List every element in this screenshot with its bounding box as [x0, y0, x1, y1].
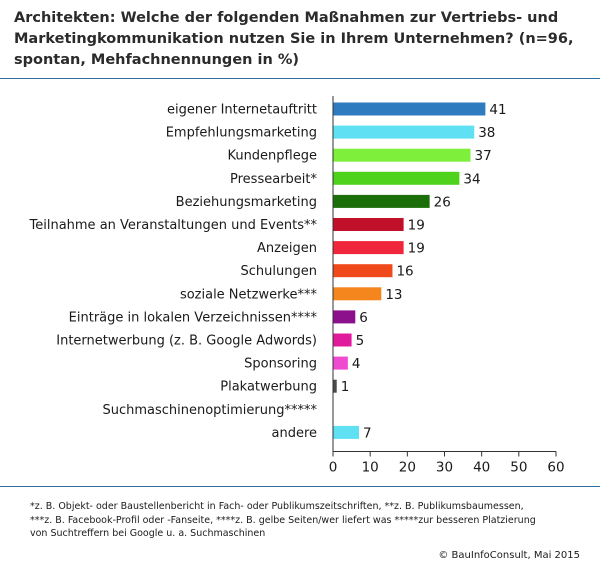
bar-row: Plakatwerbung 1 — [220, 379, 349, 395]
bar — [333, 218, 404, 231]
bar-row: Anzeigen 19 — [257, 241, 425, 257]
bar — [333, 241, 404, 255]
bar-row: Internetwerbung (z. B. Google Adwords) 5 — [56, 333, 364, 349]
value-label: 26 — [434, 194, 451, 210]
value-label: 6 — [359, 310, 368, 326]
category-label: Teilnahme an Veranstaltungen und Events*… — [29, 218, 318, 233]
footnote: *z. B. Objekt- oder Baustellenbericht in… — [30, 500, 580, 541]
x-tick-label: 10 — [362, 460, 379, 476]
footnote-line: von Suchtreffern bei Google u. a. Suchma… — [30, 528, 266, 539]
x-tick-label: 40 — [473, 460, 490, 476]
bar — [333, 125, 475, 139]
category-label: Internetwerbung (z. B. Google Adwords) — [56, 334, 317, 349]
bar-row: eigener Internetauftritt 41 — [167, 102, 507, 118]
value-label: 5 — [356, 333, 365, 349]
chart-title: Architekten: Welche der folgenden Maßnah… — [14, 10, 574, 68]
value-label: 19 — [408, 218, 425, 234]
footnote-line: ***z. B. Facebook-Profil oder -Fanseite,… — [30, 514, 536, 526]
bar-row: andere 7 — [271, 425, 371, 441]
bar-chart: eigener Internetauftritt 41 Empfehlungsmar… — [29, 96, 565, 476]
x-tick-label: 20 — [399, 460, 416, 476]
bar-row: Schulungen 16 — [241, 264, 414, 280]
category-label: Pressearbeit* — [230, 172, 317, 187]
bar — [333, 148, 471, 162]
category-label: soziale Netzwerke*** — [180, 287, 318, 302]
category-label: eigener Internetauftritt — [167, 103, 317, 118]
bar — [333, 102, 486, 116]
value-label: 13 — [385, 287, 402, 303]
x-axis: 0 10 20 30 40 50 60 — [329, 96, 565, 476]
top-divider — [0, 78, 600, 79]
bar-row: Pressearbeit* 34 — [230, 171, 481, 187]
bar — [333, 356, 348, 370]
category-label: Beziehungsmarketing — [176, 195, 317, 210]
category-label: Sponsoring — [244, 357, 317, 372]
bar — [333, 379, 337, 393]
value-label: 4 — [352, 356, 361, 372]
bar — [333, 194, 430, 208]
bars-layer: eigener Internetauftritt 41 Empfehlungsmar… — [29, 102, 507, 441]
value-label: 37 — [475, 148, 492, 164]
value-label: 41 — [489, 102, 506, 118]
footnote-line: *z. B. Objekt- oder Baustellenbericht in… — [30, 501, 524, 512]
x-tick-label: 0 — [329, 460, 338, 476]
category-label: Empfehlungsmarketing — [166, 126, 317, 141]
bar-row: Empfehlungsmarketing 38 — [166, 125, 496, 141]
bottom-divider — [0, 486, 600, 487]
category-label: Einträge in lokalen Verzeichnissen**** — [69, 310, 318, 325]
value-label: 16 — [396, 264, 413, 280]
x-tick-label: 50 — [510, 460, 527, 476]
bar — [333, 333, 352, 347]
value-label: 19 — [408, 241, 425, 257]
bar — [333, 425, 360, 439]
value-label: 7 — [363, 425, 372, 441]
category-label: Plakatwerbung — [220, 380, 317, 395]
bar-row: Sponsoring 4 — [244, 356, 360, 372]
value-label: 38 — [478, 125, 495, 141]
bar-row: soziale Netzwerke*** 13 — [180, 287, 403, 303]
bar — [333, 287, 382, 301]
category-label: Kundenpflege — [227, 149, 317, 164]
category-label: Anzeigen — [257, 241, 317, 256]
x-tick-label: 60 — [547, 460, 564, 476]
bar-row: Einträge in lokalen Verzeichnissen**** 6 — [69, 310, 368, 326]
category-label: andere — [271, 426, 317, 441]
value-label: 34 — [463, 171, 480, 187]
bar-row: Kundenpflege 37 — [227, 148, 491, 164]
bar-row: Suchmaschinenoptimierung***** — [102, 403, 317, 418]
bar — [333, 171, 460, 185]
category-label: Suchmaschinenoptimierung***** — [102, 403, 317, 418]
x-tick-label: 30 — [436, 460, 453, 476]
bar — [333, 264, 393, 278]
copyright-note: © BauInfoConsult, Mai 2015 — [438, 550, 580, 561]
bar-row: Teilnahme an Veranstaltungen und Events*… — [29, 218, 425, 234]
bar-row: Beziehungsmarketing 26 — [176, 194, 451, 210]
value-label: 1 — [341, 379, 350, 395]
bar — [333, 310, 356, 324]
category-label: Schulungen — [241, 264, 317, 279]
